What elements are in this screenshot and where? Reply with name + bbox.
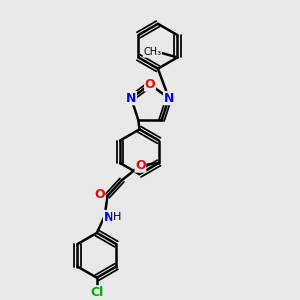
- Text: O: O: [145, 78, 155, 91]
- Text: O: O: [94, 188, 105, 201]
- Text: O: O: [135, 159, 146, 172]
- Text: N: N: [164, 92, 174, 105]
- Text: Cl: Cl: [90, 286, 104, 299]
- Text: CH₃: CH₃: [143, 47, 161, 57]
- Text: H: H: [112, 212, 121, 222]
- Text: N: N: [103, 211, 114, 224]
- Text: N: N: [126, 92, 136, 105]
